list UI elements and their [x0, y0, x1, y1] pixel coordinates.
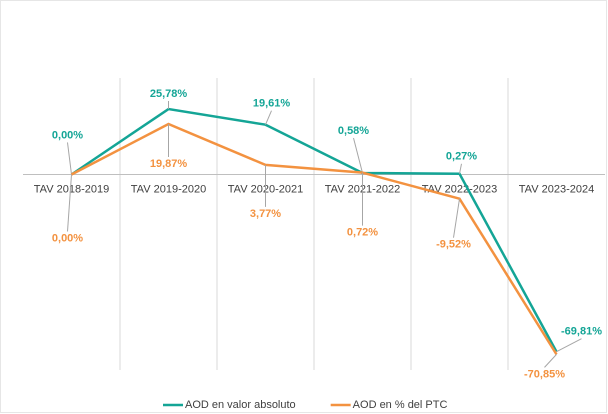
series-line	[70, 107, 558, 353]
data-label: 19,87%	[150, 158, 188, 170]
data-label: 0,72%	[347, 227, 378, 239]
leader-line	[67, 142, 72, 175]
leader-line	[265, 110, 272, 125]
data-label: -9,52%	[436, 239, 471, 251]
series-line	[70, 122, 558, 356]
data-label: 0,00%	[52, 129, 83, 141]
leader-line	[453, 198, 460, 238]
leader-line	[544, 354, 557, 368]
leader-line	[556, 338, 582, 353]
x-tick-label: TAV 2018-2019	[34, 183, 109, 195]
x-tick-label: TAV 2022-2023	[422, 183, 497, 195]
data-label: -70,85%	[524, 368, 565, 380]
leader-line	[353, 137, 363, 174]
data-label: 25,78%	[150, 88, 188, 100]
legend-label: AOD en % del PTC	[353, 399, 448, 411]
data-label: 0,00%	[52, 232, 83, 244]
x-tick-label: TAV 2019-2020	[131, 183, 206, 195]
data-label: -69,81%	[561, 326, 602, 338]
x-tick-label: TAV 2023-2024	[519, 183, 594, 195]
data-label: 3,77%	[250, 208, 281, 220]
leader-line	[459, 163, 462, 174]
data-label: 0,27%	[446, 151, 477, 163]
leader-line	[67, 174, 72, 232]
legend-label: AOD en valor absoluto	[185, 399, 296, 411]
data-label: 0,58%	[338, 125, 369, 137]
data-label: 19,61%	[253, 98, 291, 110]
